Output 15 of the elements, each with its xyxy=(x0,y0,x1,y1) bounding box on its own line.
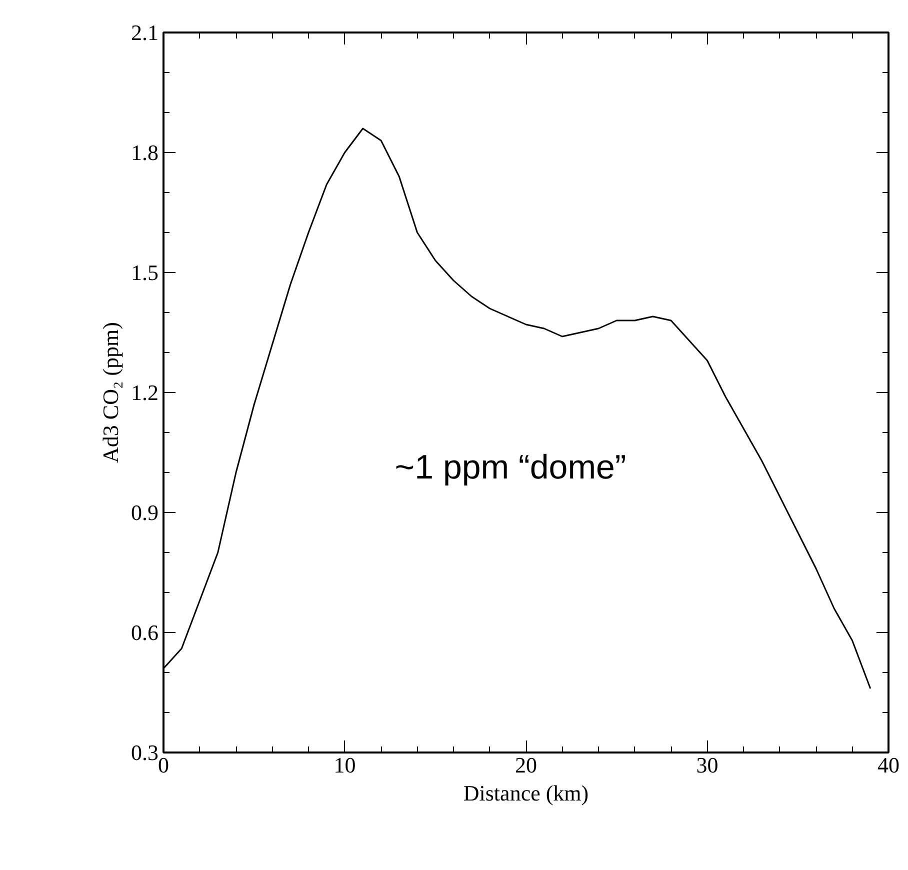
x-tick-label: 30 xyxy=(696,752,718,778)
y-tick-label: 1.5 xyxy=(131,260,158,285)
y-tick-label: 0.9 xyxy=(131,500,158,525)
y-tick-label: 0.6 xyxy=(131,620,158,645)
x-tick-label: 0 xyxy=(158,752,169,778)
y-axis-title: Ad3 CO₂ (ppm) xyxy=(98,322,123,463)
y-tick-label: 1.8 xyxy=(131,140,158,165)
x-tick-label: 40 xyxy=(878,752,900,778)
y-tick-label: 2.1 xyxy=(131,20,158,45)
x-tick-label: 10 xyxy=(334,752,356,778)
x-axis-title: Distance (km) xyxy=(463,780,589,806)
y-tick-label: 0.3 xyxy=(131,740,158,765)
x-tick-label: 20 xyxy=(515,752,537,778)
annotation: ~1 ppm “dome” xyxy=(394,448,626,486)
y-tick-label: 1.2 xyxy=(131,380,158,405)
